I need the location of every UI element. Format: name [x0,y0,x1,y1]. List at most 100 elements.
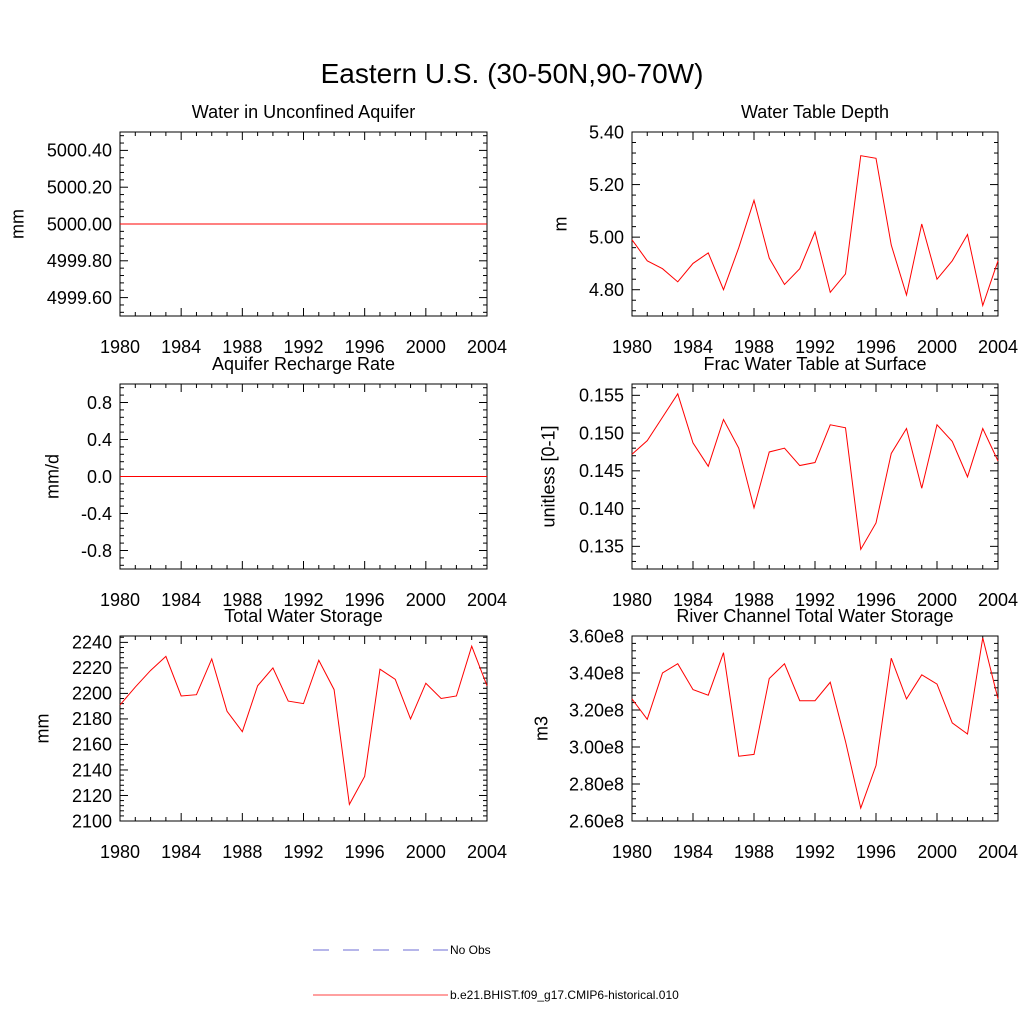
chart-panel-4: Frac Water Table at Surface unitless [0-1… [538,354,1018,610]
y-axis-label: mm [7,209,27,239]
x-tick-label: 1988 [734,590,774,610]
x-tick-label: 1988 [222,842,262,862]
y-tick-label: 5.20 [589,175,624,195]
x-tick-label: 1980 [100,337,140,357]
x-tick-label: 2000 [406,337,446,357]
x-tick-label: 2000 [406,590,446,610]
x-tick-label: 1984 [673,337,713,357]
chart-panel-6: River Channel Total Water Storage m3 1980 1… [531,606,1018,862]
y-tick-label: 2200 [72,684,112,704]
x-tick-label: 2004 [978,590,1018,610]
x-tick-label: 1996 [856,337,896,357]
x-tick-label: 1992 [283,590,323,610]
y-tick-label: 4999.80 [47,251,112,271]
x-tick-label: 2004 [978,337,1018,357]
y-tick-label: 0.8 [87,393,112,413]
x-tick-label: 1988 [222,590,262,610]
panel-title: Total Water Storage [224,606,382,626]
x-tick-label: 1988 [734,842,774,862]
x-tick-label: 2000 [917,590,957,610]
x-tick-label: 1984 [673,590,713,610]
y-axis-label: mm/d [42,454,62,499]
y-axis-label: mm [32,714,52,744]
x-tick-label: 1980 [612,590,652,610]
x-tick-label: 1984 [161,337,201,357]
x-tick-label: 1980 [100,590,140,610]
y-tick-label: 0.140 [579,499,624,519]
y-tick-label: 2160 [72,735,112,755]
y-tick-label: 2240 [72,633,112,653]
y-axis-label: m [550,217,570,232]
series-line [119,644,488,806]
main-title: Eastern U.S. (30-50N,90-70W) [321,58,704,89]
x-tick-label: 1988 [734,337,774,357]
y-tick-label: 0.150 [579,423,624,443]
y-tick-label: 4.80 [589,280,624,300]
y-axis-label: unitless [0-1] [538,425,558,527]
x-tick-label: 2004 [467,842,507,862]
panel-title: Frac Water Table at Surface [703,354,926,374]
panel-title: Water in Unconfined Aquifer [192,102,415,122]
series-line [631,392,999,551]
x-tick-label: 1996 [345,337,385,357]
x-tick-label: 1992 [283,842,323,862]
y-tick-label: 2100 [72,811,112,831]
y-tick-label: 2180 [72,709,112,729]
panels: Water in Unconfined Aquifer mm 1980 1984 198… [7,102,1018,862]
y-tick-label: 4999.60 [47,288,112,308]
panel-title: River Channel Total Water Storage [676,606,953,626]
panel-title: Aquifer Recharge Rate [212,354,395,374]
y-axis-label: m3 [531,716,551,741]
panel-title: Water Table Depth [741,102,889,122]
y-tick-label: 0.145 [579,461,624,481]
legend-obs-label: No Obs [450,943,491,957]
x-tick-label: 1992 [795,337,835,357]
x-tick-label: 1996 [856,842,896,862]
y-tick-label: 2140 [72,760,112,780]
x-tick-label: 1996 [345,842,385,862]
y-tick-label: 0.155 [579,386,624,406]
x-tick-label: 2000 [917,337,957,357]
plot-frame [631,131,999,317]
y-tick-label: 3.20e8 [569,700,624,720]
legend-model-label: b.e21.BHIST.f09_g17.CMIP6-historical.010 [450,988,679,1002]
x-tick-label: 2004 [467,590,507,610]
y-tick-label: 5.00 [589,227,624,247]
x-tick-label: 1988 [222,337,262,357]
x-tick-label: 2000 [917,842,957,862]
y-tick-label: 2.80e8 [569,774,624,794]
y-tick-label: 0.4 [87,430,112,450]
series-line [631,637,999,810]
y-tick-label: 5000.20 [47,178,112,198]
x-tick-label: 1984 [161,842,201,862]
y-tick-label: 2220 [72,658,112,678]
chart-panel-5: Total Water Storage mm 1980 1984 1988 1992 199… [32,606,507,862]
y-tick-label: 0.135 [579,537,624,557]
y-tick-label: 3.40e8 [569,663,624,683]
chart-panel-3: Aquifer Recharge Rate mm/d 1980 1984 1988 199… [42,354,507,610]
plot-frame [119,635,488,822]
x-tick-label: 2004 [978,842,1018,862]
x-tick-label: 1980 [612,842,652,862]
x-tick-label: 1984 [161,590,201,610]
series-line [631,155,999,308]
plot-frame [631,383,999,570]
x-tick-label: 2000 [406,842,446,862]
y-tick-label: 3.00e8 [569,737,624,757]
x-tick-label: 1984 [673,842,713,862]
plot-frame [631,635,999,822]
x-tick-label: 1980 [612,337,652,357]
x-tick-label: 1980 [100,842,140,862]
y-tick-label: 2120 [72,786,112,806]
y-tick-label: -0.8 [81,541,112,561]
chart-panel-1: Water in Unconfined Aquifer mm 1980 1984 198… [7,102,507,357]
y-tick-label: 5.40 [589,122,624,142]
x-tick-label: 1992 [795,590,835,610]
x-tick-label: 1992 [795,842,835,862]
y-tick-label: 0.0 [87,467,112,487]
legend: No Obs b.e21.BHIST.f09_g17.CMIP6-histori… [313,943,679,1002]
x-tick-label: 2004 [467,337,507,357]
chart-panel-2: Water Table Depth m 1980 1984 1988 1992 1996 20… [550,102,1018,357]
x-tick-label: 1996 [856,590,896,610]
